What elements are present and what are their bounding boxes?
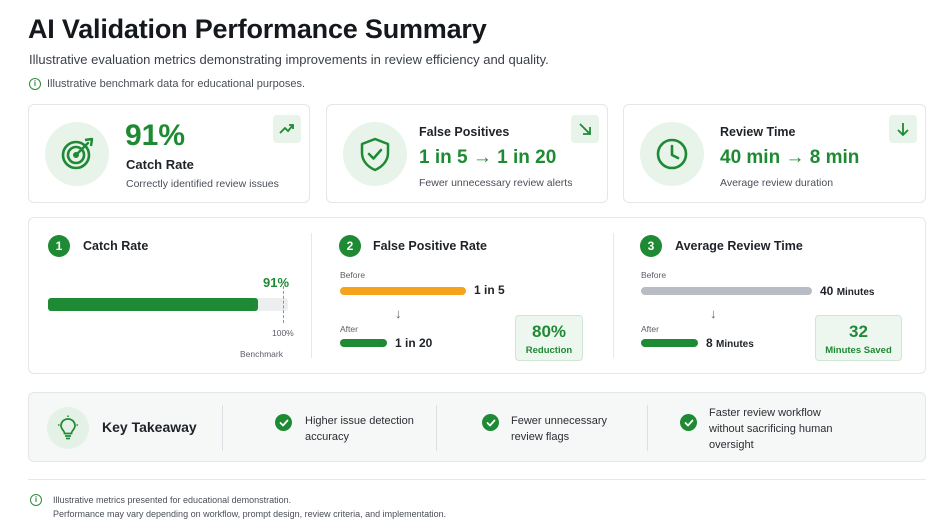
after-label: After — [340, 324, 358, 334]
step-number-3: 3 — [640, 235, 662, 257]
false-positive-before-value: 1 in 5 — [474, 283, 505, 297]
minutes-saved-label: Minutes Saved — [825, 345, 892, 356]
false-positive-after-bar — [340, 339, 387, 347]
page-subtitle: Illustrative evaluation metrics demonstr… — [29, 52, 549, 67]
after-label: After — [641, 324, 659, 334]
check-icon — [680, 414, 697, 431]
kpi-card-false-positives: False Positives 1 in 5 → 1 in 20 Fewer u… — [326, 104, 608, 203]
false-positive-after-value: 1 in 20 — [395, 336, 433, 350]
kpi-label: Review Time — [720, 125, 796, 139]
before-label: Before — [641, 270, 667, 280]
divider — [222, 405, 223, 451]
check-icon — [275, 414, 292, 431]
review-time-title: Average Review Time — [675, 239, 803, 253]
false-positive-before-bar — [340, 287, 466, 295]
kpi-value: 91% — [125, 119, 186, 152]
key-takeaway-title: Key Takeaway — [102, 419, 197, 435]
divider — [613, 233, 614, 358]
shield-check-icon — [343, 122, 407, 186]
minutes-saved-value: 32 — [849, 322, 868, 341]
metrics-panel: 1 Catch Rate 91% 100% Benchmark 2 False … — [28, 217, 926, 374]
takeaway-item: Faster review workflow without sacrifici… — [709, 407, 833, 451]
footer-divider — [28, 479, 926, 480]
minutes-saved-badge: 32 Minutes Saved — [815, 315, 902, 361]
footer-line-2: Performance may vary depending on workfl… — [53, 509, 447, 519]
benchmark-caption: Benchmark — [240, 349, 283, 359]
review-time-before-value: 40 Minutes — [820, 284, 875, 298]
arrow-down-icon: ↓ — [710, 306, 717, 321]
takeaway-item: Fewer unnecessary review flags — [511, 415, 607, 443]
kpi-label: Catch Rate — [126, 157, 194, 172]
info-icon: i — [30, 494, 42, 506]
review-time-before-bar — [641, 287, 812, 295]
reduction-label: Reduction — [525, 345, 573, 356]
catch-rate-bar — [48, 298, 258, 311]
before-label: Before — [340, 270, 366, 280]
divider — [647, 405, 648, 451]
reduction-badge: 80% Reduction — [515, 315, 583, 361]
step-number-1: 1 — [48, 235, 70, 257]
page-title: AI Validation Performance Summary — [28, 14, 487, 44]
arrow-down-icon — [889, 115, 917, 143]
divider — [436, 405, 437, 451]
kpi-description: Fewer unnecessary review alerts — [419, 177, 573, 189]
kpi-card-catch-rate: 91% Catch Rate Correctly identified revi… — [28, 104, 310, 203]
kpi-label: False Positives — [419, 125, 510, 139]
benchmark-line — [283, 286, 284, 323]
trend-down-icon — [571, 115, 599, 143]
kpi-description: Average review duration — [720, 177, 834, 189]
kpi-value: 1 in 5 → 1 in 20 — [419, 147, 557, 168]
target-icon — [45, 122, 109, 186]
reduction-value: 80% — [531, 322, 567, 341]
trend-up-icon — [273, 115, 301, 143]
false-positive-title: False Positive Rate — [373, 239, 487, 253]
footer-line-1: Illustrative metrics presented for educa… — [53, 495, 292, 505]
benchmark-note-text: Illustrative benchmark data for educatio… — [47, 78, 306, 90]
kpi-card-review-time: Review Time 40 min → 8 min Average revie… — [623, 104, 926, 203]
review-time-after-bar — [641, 339, 698, 347]
lightbulb-icon — [47, 407, 89, 449]
benchmark-value-label: 100% — [272, 328, 294, 338]
benchmark-note: i Illustrative benchmark data for educat… — [29, 78, 305, 90]
review-time-after-value: 8 Minutes — [706, 336, 754, 350]
clock-icon — [640, 122, 704, 186]
takeaway-item: Higher issue detection accuracy — [305, 415, 414, 443]
kpi-value: 40 min → 8 min — [720, 147, 860, 168]
check-icon — [482, 414, 499, 431]
key-takeaway-panel: Key Takeaway Higher issue detection accu… — [28, 392, 926, 462]
footer-note: Illustrative metrics presented for educa… — [53, 493, 446, 521]
catch-rate-value-label: 91% — [263, 275, 290, 290]
kpi-description: Correctly identified review issues — [126, 178, 279, 190]
step-number-2: 2 — [339, 235, 361, 257]
info-icon: i — [29, 78, 41, 90]
divider — [311, 233, 312, 358]
catch-rate-title: Catch Rate — [83, 239, 149, 253]
arrow-down-icon: ↓ — [395, 306, 402, 321]
